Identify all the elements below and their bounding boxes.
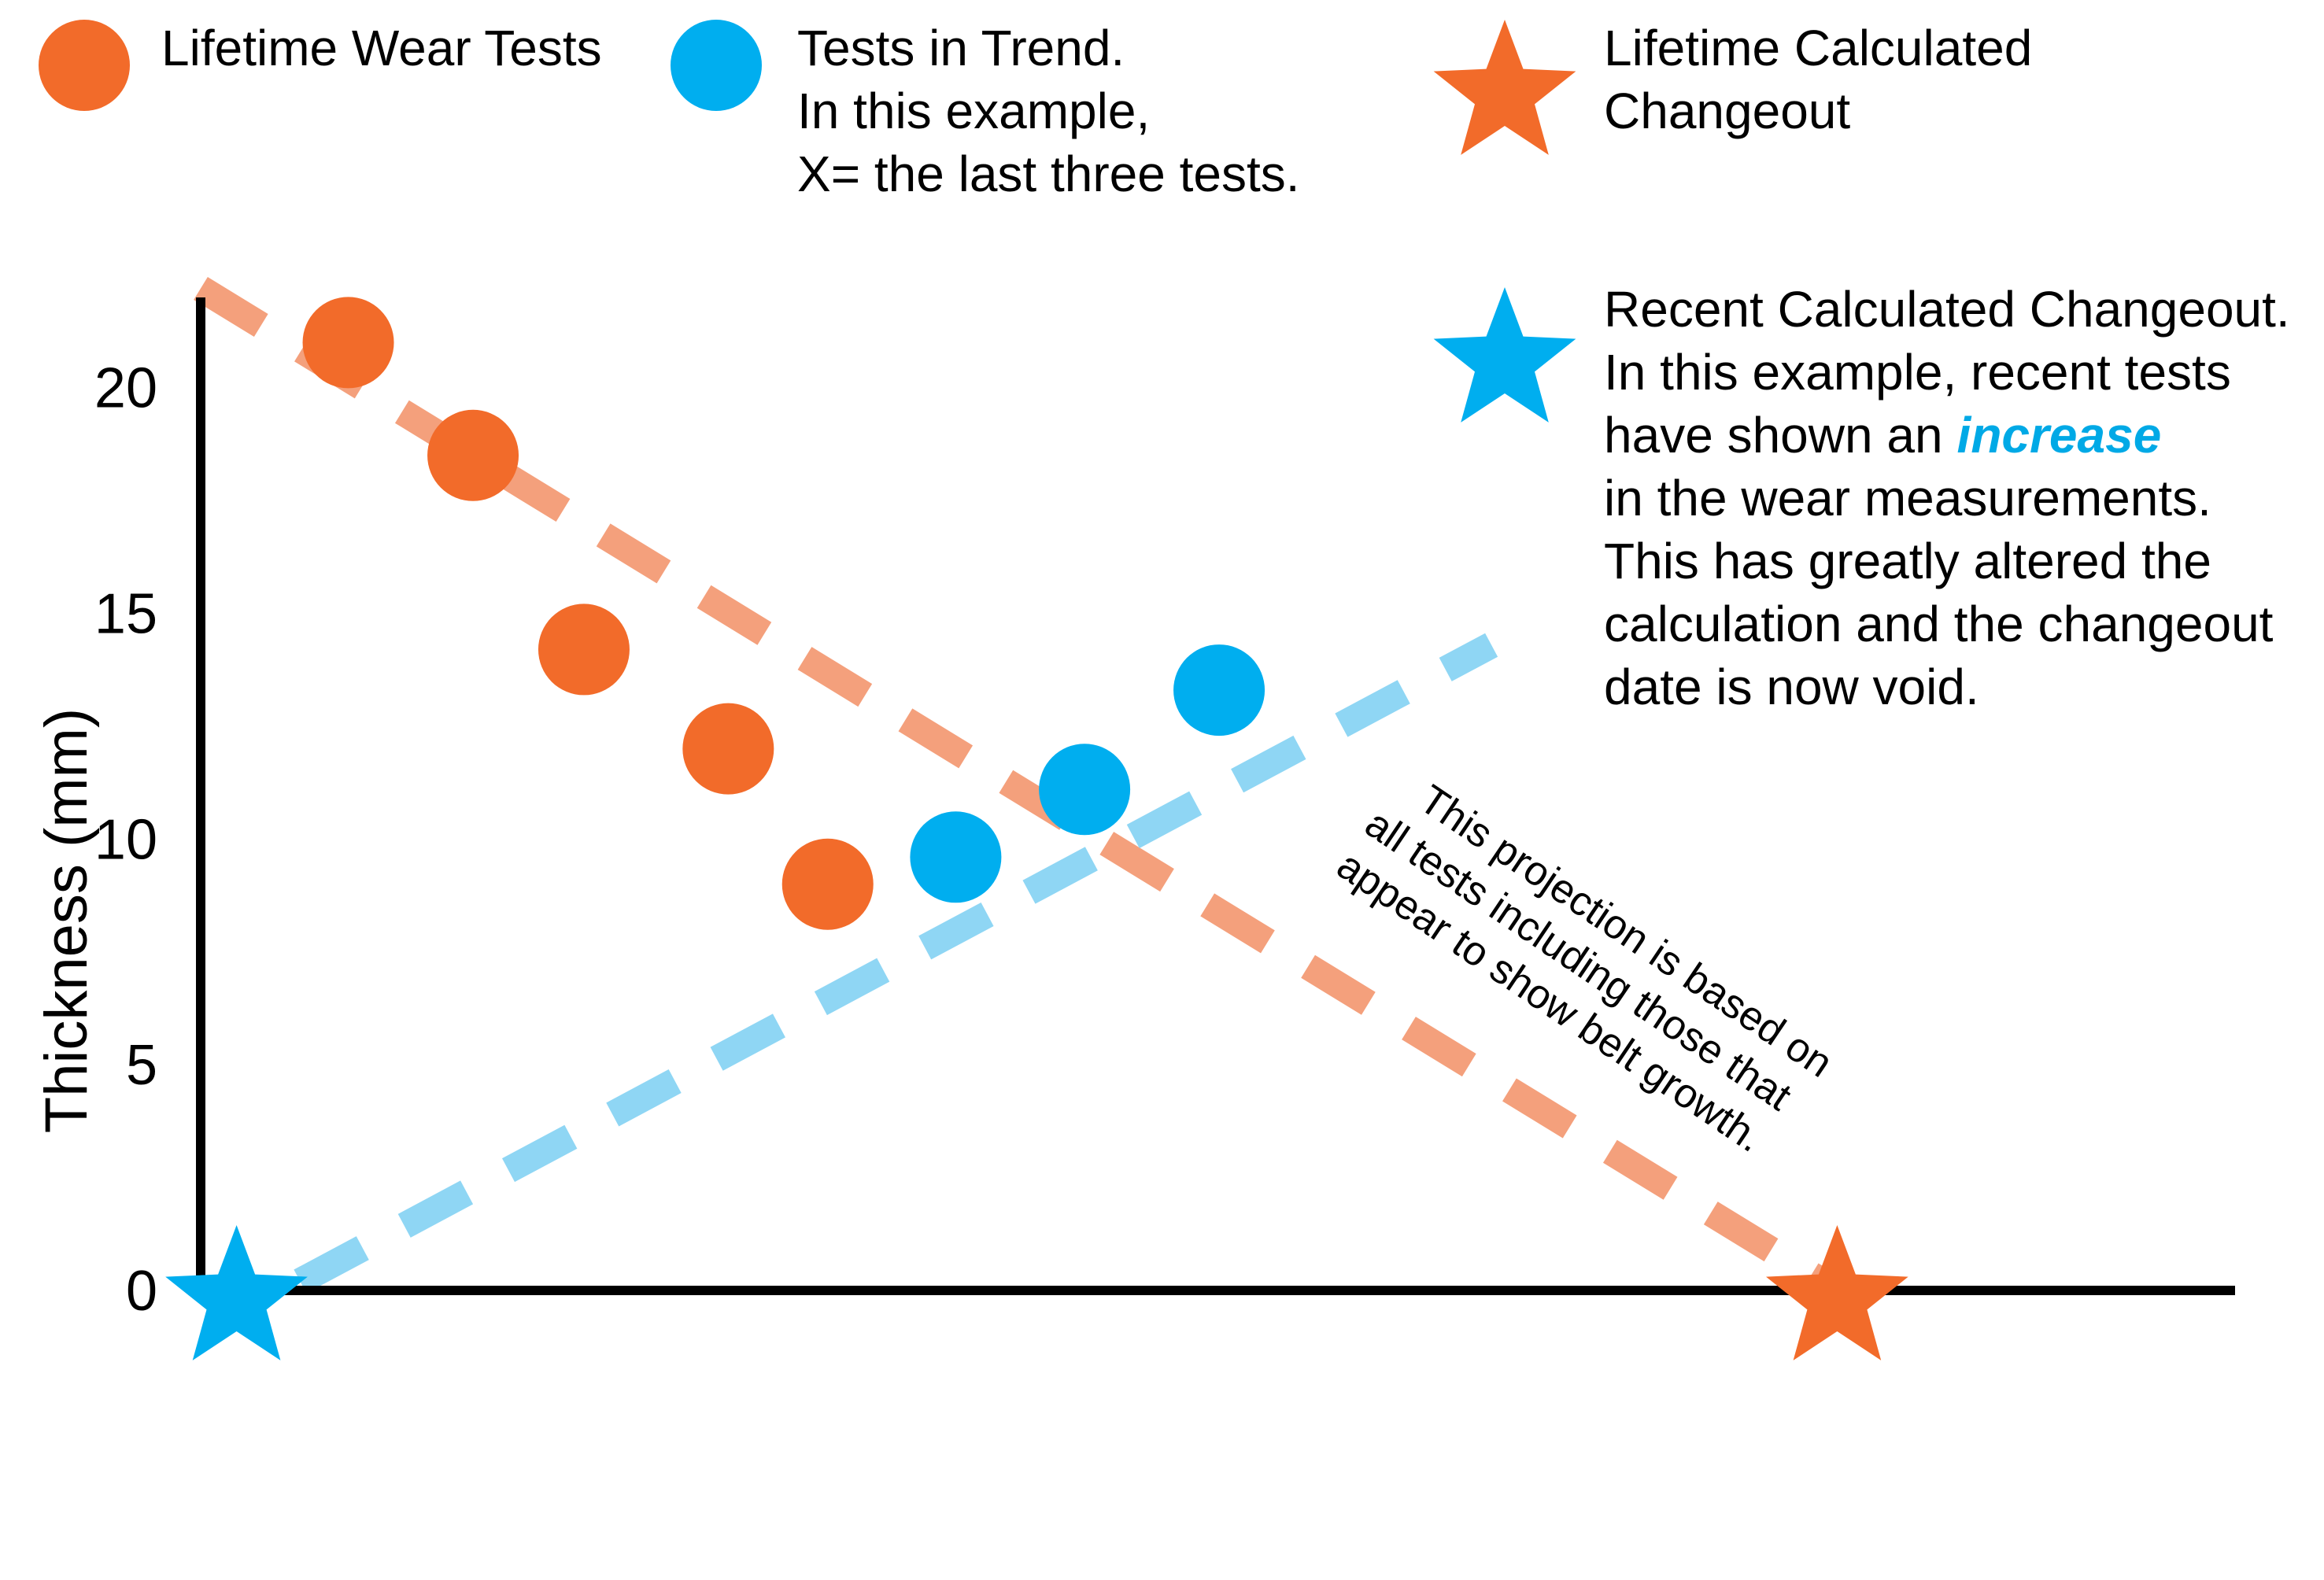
trend-test-point [1173,644,1265,736]
legend-trend-line-3: X= the last three tests. [797,146,1300,202]
legend-trend-line-2: In this example, [797,83,1150,139]
orange-dot-icon [39,20,130,111]
trend-lines [194,277,1845,1302]
lifetime-changeout-star [1766,1225,1908,1360]
lifetime-test-point [302,297,394,389]
axes [196,297,2235,1295]
orange-star-icon [1433,20,1576,155]
legend-recent-line-3: have shown an increase [1604,407,2161,463]
recent-projection-line [294,633,1498,1294]
changeout-markers [165,1225,1908,1360]
lifetime-test-point [427,409,519,501]
projection-annotation: This projection is based on all tests in… [1329,777,1841,1161]
y-axis-title: Thickness (mm) [33,708,100,1133]
blue-star-icon [1433,287,1576,423]
legend-recent-line-3-text: have shown an [1604,407,1943,463]
blue-dot-icon [671,20,762,111]
legend-lifetime-changeout-line-1: Lifetime Calculated [1604,20,2032,76]
legend-recent-line-6: calculation and the changeout [1604,596,2274,652]
legend-item-lifetime-changeout: Lifetime Calculated Changeout [1433,20,2032,155]
legend-trend-line-1: Tests in Trend. [797,20,1125,76]
legend-recent-line-1: Recent Calculated Changeout. [1604,281,2290,338]
legend-label-lifetime-tests: Lifetime Wear Tests [161,20,602,76]
legend-item-lifetime-tests: Lifetime Wear Tests [39,20,602,111]
legend-recent-line-2: In this example, recent tests [1604,344,2231,401]
legend-recent-highlight: increase [1957,407,2162,463]
legend: Lifetime Wear Tests Tests in Trend. In t… [39,20,2290,715]
data-points [302,297,1265,930]
trend-test-point [1039,744,1131,836]
lifetime-projection-line [194,277,1845,1302]
y-tick-label: 0 [126,1260,157,1323]
tick-labels: 051015201/01/141/01/151/01/161/01/171/01… [94,357,157,1323]
legend-item-recent-changeout: Recent Calculated Changeout. In this exa… [1433,281,2290,715]
y-tick-label: 10 [94,808,157,871]
lifetime-test-point [781,838,874,930]
legend-recent-line-7: date is now void. [1604,659,1979,715]
y-tick-label: 5 [126,1034,157,1097]
legend-item-trend-tests: Tests in Trend. In this example, X= the … [671,20,1300,202]
y-tick-label: 15 [94,583,157,646]
lifetime-test-point [538,604,630,696]
legend-lifetime-changeout-line-2: Changeout [1604,83,1850,139]
legend-recent-line-4: in the wear measurements. [1604,470,2211,526]
y-tick-label: 20 [94,357,157,420]
recent-changeout-star [165,1225,308,1360]
legend-recent-line-5: This has greatly altered the [1604,533,2211,589]
trend-test-point [910,811,1002,903]
annotation-line-2: all tests including those that [1357,801,1800,1120]
lifetime-test-point [682,703,774,795]
